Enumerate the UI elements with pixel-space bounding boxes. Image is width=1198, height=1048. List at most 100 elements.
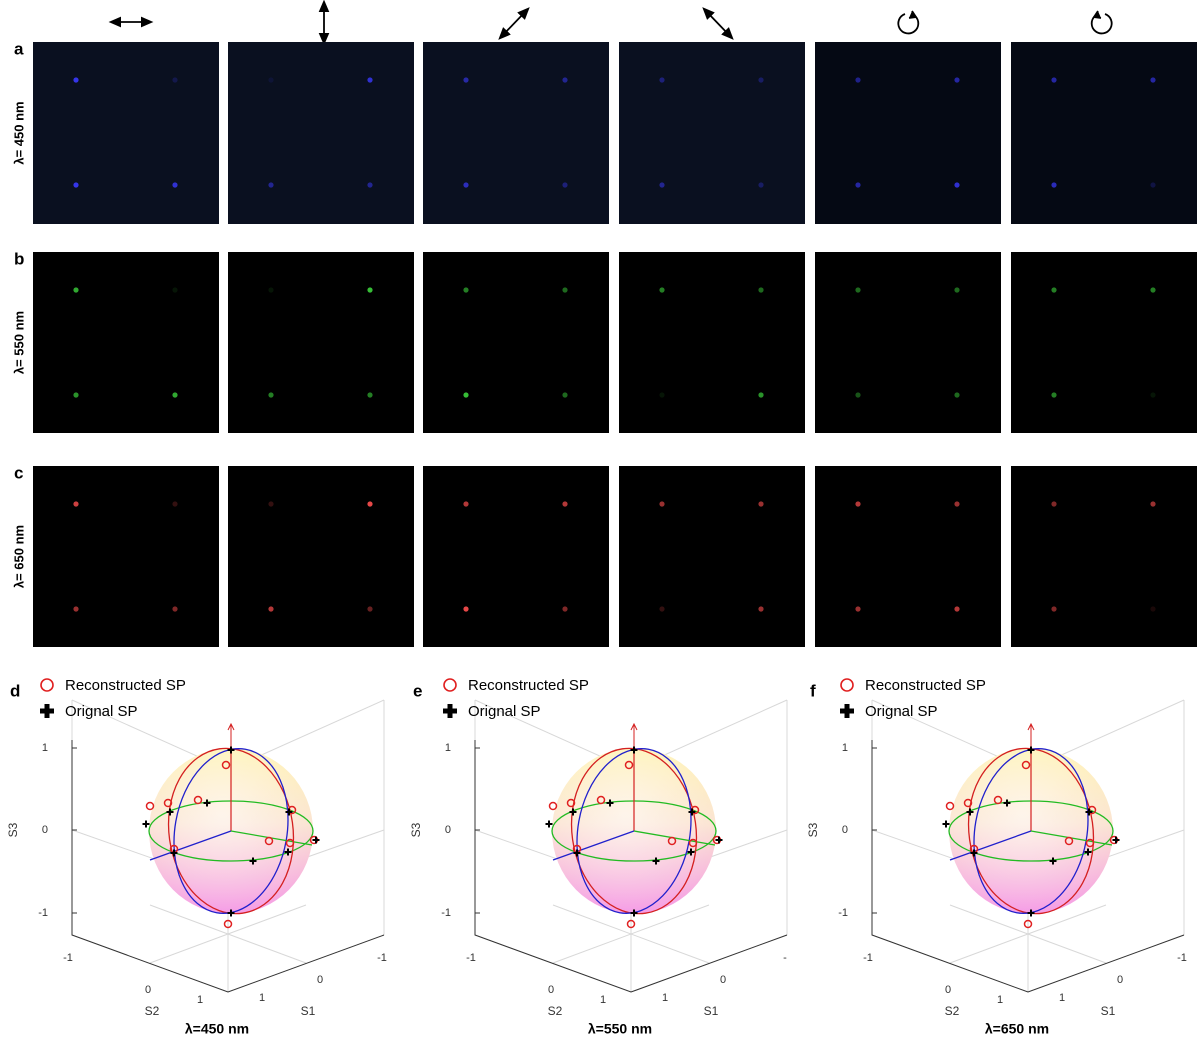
reconstructed-point [550, 803, 557, 810]
s1-tick-label: 1 [1059, 992, 1065, 1004]
spot [1150, 501, 1155, 506]
spot [1150, 182, 1155, 187]
spot [73, 182, 78, 187]
image-panel [619, 42, 805, 224]
original-point [716, 837, 723, 844]
spot [268, 606, 273, 611]
spot [1150, 77, 1155, 82]
original-point [1113, 837, 1120, 844]
s3-tick-label: -1 [838, 907, 848, 919]
spot [367, 392, 372, 397]
spot [73, 77, 78, 82]
spot [659, 501, 664, 506]
spot [367, 182, 372, 187]
spot [73, 287, 78, 292]
spot [659, 77, 664, 82]
s2-tick-label: 0 [548, 984, 554, 996]
spot [758, 392, 763, 397]
spot [954, 287, 959, 292]
image-panel [228, 466, 414, 647]
spot [562, 392, 567, 397]
legend-marker [444, 679, 456, 691]
s3-label: S3 [409, 822, 423, 837]
spot [855, 287, 860, 292]
spot [1051, 501, 1056, 506]
spot [1150, 392, 1155, 397]
spot [367, 287, 372, 292]
image-panel [228, 252, 414, 433]
spot [172, 392, 177, 397]
s3-tick-label: 0 [842, 824, 848, 836]
image-panel [423, 466, 609, 647]
s2-tick-label: -1 [63, 952, 73, 964]
reconstructed-point [147, 803, 154, 810]
spot [367, 606, 372, 611]
spot [954, 392, 959, 397]
spot [1150, 606, 1155, 611]
s1-label: S1 [1101, 1004, 1116, 1018]
spot [172, 287, 177, 292]
legend-label: Reconstructed SP [468, 677, 589, 694]
image-panel [33, 252, 219, 433]
caption: λ=650 nm [985, 1021, 1049, 1037]
panel-label: f [810, 681, 816, 700]
s3-tick-label: 1 [42, 742, 48, 754]
legend-marker [41, 679, 53, 691]
s1-tick-label: 1 [662, 992, 668, 1004]
spot [463, 392, 468, 397]
spot [659, 287, 664, 292]
spot [659, 392, 664, 397]
wavelength-label: λ= 550 nm [11, 311, 26, 374]
s3-tick-label: -1 [38, 907, 48, 919]
s1-tick-label: -1 [377, 952, 387, 964]
s1-tick-label: -1 [1177, 952, 1187, 964]
image-panel [423, 42, 609, 224]
spot [855, 77, 860, 82]
s3-tick-label: 1 [445, 742, 451, 754]
image-panel [815, 42, 1001, 224]
image-panel [1011, 466, 1197, 647]
s3-label: S3 [6, 822, 20, 837]
spot [172, 77, 177, 82]
spot [562, 77, 567, 82]
s1-tick-label: 1 [259, 992, 265, 1004]
spot [268, 392, 273, 397]
spot [73, 606, 78, 611]
original-point [143, 821, 150, 828]
spot [758, 77, 763, 82]
row-label: a [14, 39, 24, 58]
spot [1051, 392, 1056, 397]
spot [1051, 77, 1056, 82]
s1-tick-label: - [783, 952, 787, 964]
spot [855, 606, 860, 611]
s1-tick-label: 0 [317, 974, 323, 986]
legend-label: Orignal SP [865, 703, 938, 720]
s2-tick-label: 1 [197, 994, 203, 1006]
spot [172, 182, 177, 187]
spot [659, 606, 664, 611]
spot [463, 287, 468, 292]
legend-label: Reconstructed SP [65, 677, 186, 694]
s2-tick-label: -1 [466, 952, 476, 964]
s1-tick-label: 0 [1117, 974, 1123, 986]
spot [954, 606, 959, 611]
spot [659, 182, 664, 187]
image-panel [619, 252, 805, 433]
image-panel [815, 466, 1001, 647]
panel-label: d [10, 681, 20, 700]
spot [268, 501, 273, 506]
image-panel [423, 252, 609, 433]
s2-label: S2 [548, 1004, 563, 1018]
original-point [313, 837, 320, 844]
legend-marker [443, 704, 457, 718]
spot [463, 182, 468, 187]
row-label: b [14, 249, 24, 268]
spot [758, 182, 763, 187]
spot [367, 77, 372, 82]
spot [1150, 287, 1155, 292]
spot [562, 501, 567, 506]
spot [855, 182, 860, 187]
spot [758, 606, 763, 611]
